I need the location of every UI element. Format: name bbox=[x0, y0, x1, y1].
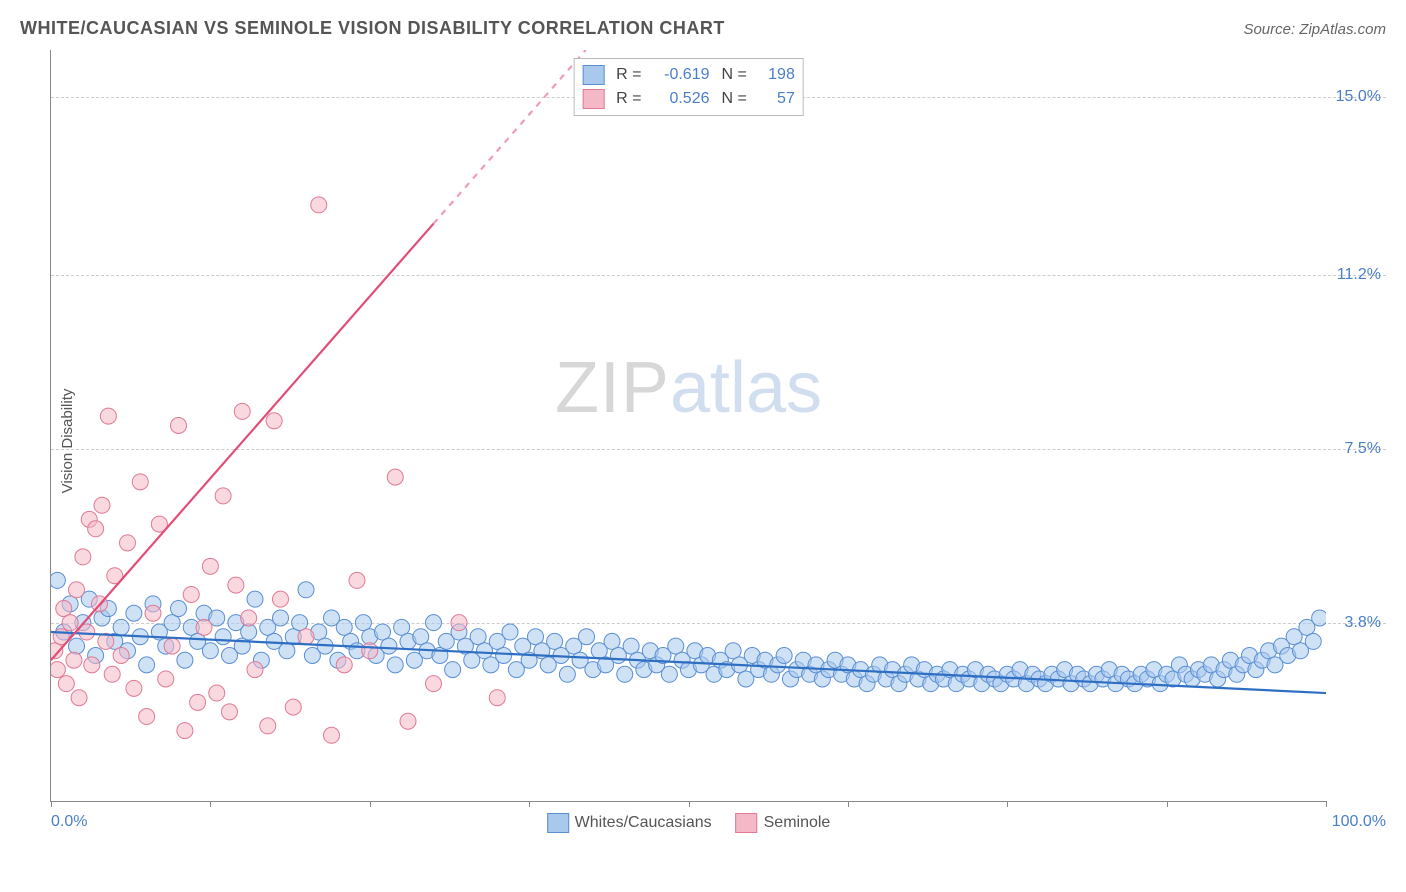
legend-bottom: Whites/Caucasians Seminole bbox=[547, 813, 831, 833]
chart-header: WHITE/CAUCASIAN VS SEMINOLE VISION DISAB… bbox=[20, 18, 1386, 39]
series-swatch-icon bbox=[582, 89, 604, 109]
stat-r-label: R = bbox=[616, 90, 641, 108]
series-swatch-icon bbox=[582, 65, 604, 85]
x-axis-label-min: 0.0% bbox=[51, 813, 87, 831]
legend-item-label: Seminole bbox=[764, 814, 831, 832]
stat-r-label: R = bbox=[616, 66, 641, 84]
legend-item-label: Whites/Caucasians bbox=[575, 814, 712, 832]
stat-r-value: 0.526 bbox=[650, 90, 710, 108]
trend-line-dashed bbox=[434, 50, 586, 224]
series-swatch-icon bbox=[547, 813, 569, 833]
series-swatch-icon bbox=[736, 813, 758, 833]
chart-title: WHITE/CAUCASIAN VS SEMINOLE VISION DISAB… bbox=[20, 18, 725, 39]
stat-n-label: N = bbox=[722, 66, 747, 84]
x-tick bbox=[1007, 801, 1008, 807]
y-tick-label: 3.8% bbox=[1345, 614, 1381, 632]
trend-line-solid bbox=[51, 224, 434, 661]
x-tick bbox=[51, 801, 52, 807]
y-tick-label: 15.0% bbox=[1336, 88, 1381, 106]
chart-source: Source: ZipAtlas.com bbox=[1243, 21, 1386, 38]
stat-r-value: -0.619 bbox=[650, 66, 710, 84]
legend-stats-row: R = -0.619 N = 198 bbox=[582, 63, 795, 87]
stat-n-label: N = bbox=[722, 90, 747, 108]
x-tick bbox=[1326, 801, 1327, 807]
stat-n-value: 198 bbox=[755, 66, 795, 84]
x-tick bbox=[529, 801, 530, 807]
x-tick bbox=[370, 801, 371, 807]
y-tick-label: 11.2% bbox=[1337, 266, 1381, 284]
x-tick bbox=[1167, 801, 1168, 807]
trend-lines-layer bbox=[51, 50, 1326, 801]
y-tick-label: 7.5% bbox=[1345, 440, 1381, 458]
legend-stats-box: R = -0.619 N = 198 R = 0.526 N = 57 bbox=[573, 58, 804, 116]
legend-item: Whites/Caucasians bbox=[547, 813, 712, 833]
plot-area: ZIPatlas R = -0.619 N = 198 R = 0.526 N … bbox=[50, 50, 1326, 802]
legend-item: Seminole bbox=[736, 813, 831, 833]
x-tick bbox=[848, 801, 849, 807]
legend-stats-row: R = 0.526 N = 57 bbox=[582, 87, 795, 111]
x-tick bbox=[210, 801, 211, 807]
trend-line bbox=[51, 632, 1326, 693]
x-axis-label-max: 100.0% bbox=[1332, 813, 1386, 831]
stat-n-value: 57 bbox=[755, 90, 795, 108]
chart-container: Vision Disability ZIPatlas R = -0.619 N … bbox=[50, 50, 1386, 832]
x-tick bbox=[689, 801, 690, 807]
